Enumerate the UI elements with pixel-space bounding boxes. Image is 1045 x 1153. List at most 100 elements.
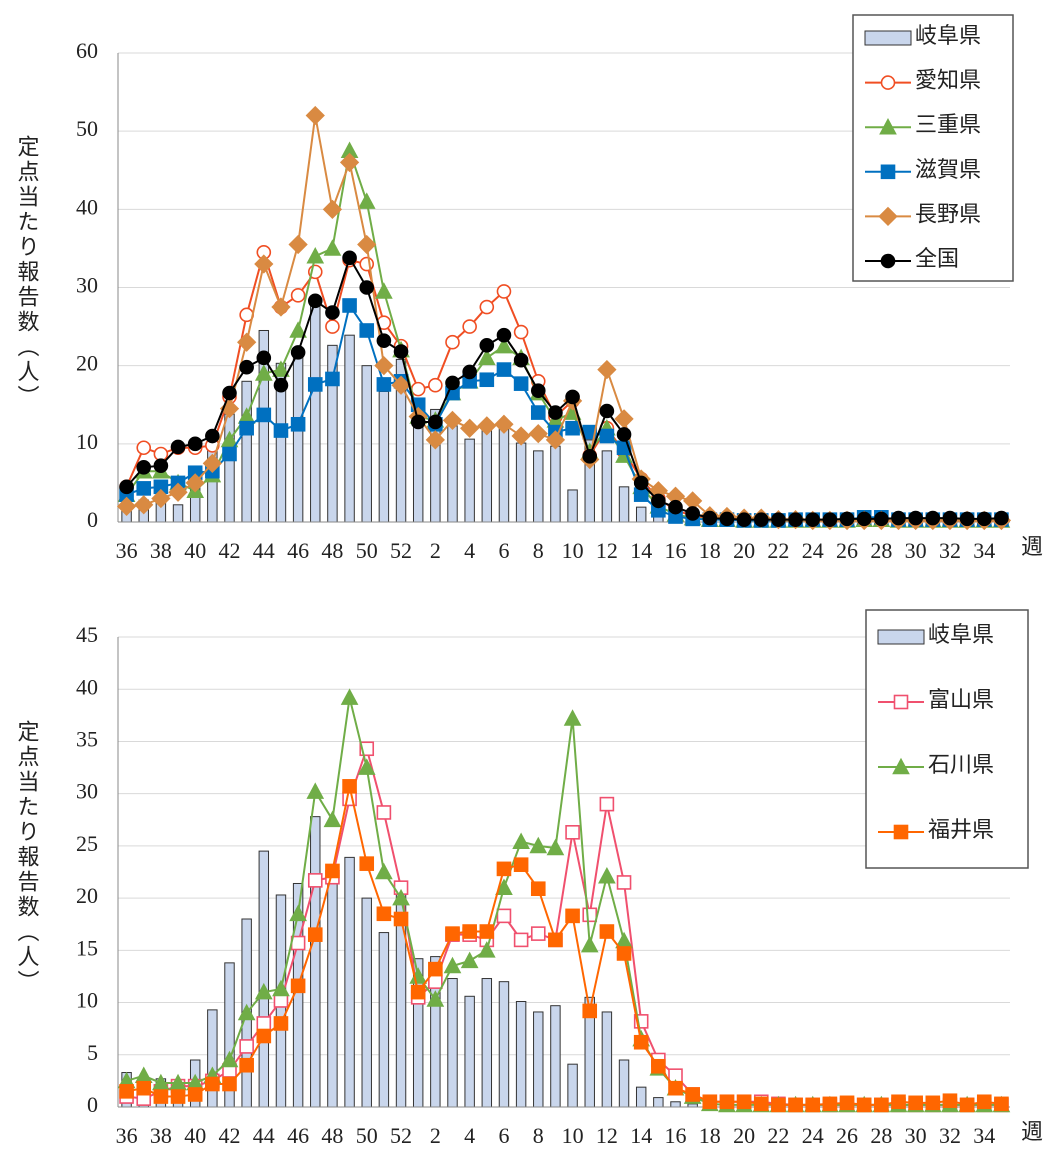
x-tick-label: 4 [464, 1123, 475, 1148]
x-tick-label: 36 [116, 1123, 138, 1148]
marker [925, 510, 941, 526]
marker [530, 926, 546, 941]
y-tick-label: 45 [76, 622, 98, 647]
y-tick-label: 35 [76, 726, 98, 751]
bar [361, 897, 372, 1108]
y-tick-label: 15 [76, 935, 98, 960]
marker [256, 1028, 272, 1044]
marker [119, 479, 134, 495]
bar [618, 1059, 630, 1108]
marker [306, 247, 325, 264]
marker [342, 250, 357, 266]
bar [550, 445, 561, 523]
marker [290, 416, 306, 432]
marker [339, 152, 360, 173]
x-tick-label: 44 [253, 1123, 275, 1148]
marker [254, 982, 273, 1000]
bar [567, 489, 578, 523]
legend-label: 全国 [915, 246, 959, 271]
line [125, 255, 1002, 521]
marker [428, 974, 443, 989]
marker [874, 511, 889, 527]
marker [307, 293, 323, 309]
marker [374, 356, 394, 376]
x-tick-label: 16 [665, 1123, 687, 1148]
marker [942, 1093, 958, 1109]
marker [325, 863, 340, 879]
marker [134, 495, 154, 515]
marker [512, 832, 530, 850]
marker [479, 338, 495, 353]
bar [172, 504, 184, 523]
x-tick-label: 14 [630, 538, 652, 563]
marker [187, 436, 203, 452]
x-tick-label: 20 [733, 538, 755, 563]
marker [599, 796, 615, 812]
marker [598, 866, 616, 884]
marker [908, 1095, 923, 1111]
x-tick-label: 14 [630, 1123, 652, 1148]
marker [340, 688, 359, 705]
y-tick-label: 10 [76, 988, 98, 1013]
marker [290, 978, 306, 994]
bar [292, 354, 304, 523]
marker [307, 377, 323, 392]
marker [582, 449, 598, 464]
x-tick-label: 26 [836, 538, 858, 563]
marker [357, 192, 376, 209]
marker [222, 385, 237, 401]
marker [719, 1094, 735, 1110]
bar [447, 425, 458, 523]
marker [153, 458, 169, 474]
marker [892, 757, 910, 775]
x-tick-label: 40 [184, 1123, 206, 1148]
y-tick-label: 0 [87, 507, 98, 532]
x-tick-label: 32 [939, 1123, 961, 1148]
marker [839, 1095, 855, 1111]
marker [359, 280, 375, 295]
x-tick-label: 18 [699, 538, 721, 563]
marker [391, 375, 411, 395]
bar [464, 438, 475, 523]
marker [599, 403, 615, 419]
marker [874, 1097, 889, 1113]
marker [445, 334, 460, 350]
marker [891, 1094, 906, 1110]
marker [597, 359, 617, 380]
x-tick-label: 50 [356, 1123, 378, 1148]
marker [925, 1095, 941, 1111]
marker [496, 284, 512, 299]
bar [635, 506, 647, 523]
marker [548, 932, 563, 948]
marker [753, 512, 769, 527]
marker [116, 496, 137, 516]
marker [410, 381, 426, 397]
y-tick-label: 10 [76, 429, 98, 454]
x-tick-label: 24 [802, 538, 824, 563]
bar [601, 1011, 613, 1108]
marker [376, 906, 392, 922]
y-axis-label: 定点当たり報告数（人） [15, 720, 40, 995]
x-tick-label: 8 [533, 1123, 544, 1148]
bar [378, 932, 390, 1108]
marker [736, 1094, 752, 1110]
bar [310, 304, 321, 523]
legend-swatch [877, 629, 925, 645]
x-tick-label: 44 [253, 538, 275, 563]
y-tick-label: 30 [76, 779, 98, 804]
bar [533, 450, 544, 523]
marker [151, 488, 171, 509]
marker [134, 1066, 153, 1083]
marker [616, 427, 632, 442]
marker [495, 336, 513, 354]
marker [633, 475, 649, 491]
marker [254, 364, 273, 381]
marker [187, 1087, 203, 1102]
y-tick-label: 25 [76, 831, 98, 856]
marker [220, 1050, 239, 1068]
marker [237, 1003, 256, 1021]
marker [426, 990, 445, 1007]
marker [392, 888, 410, 906]
marker [805, 1097, 821, 1113]
